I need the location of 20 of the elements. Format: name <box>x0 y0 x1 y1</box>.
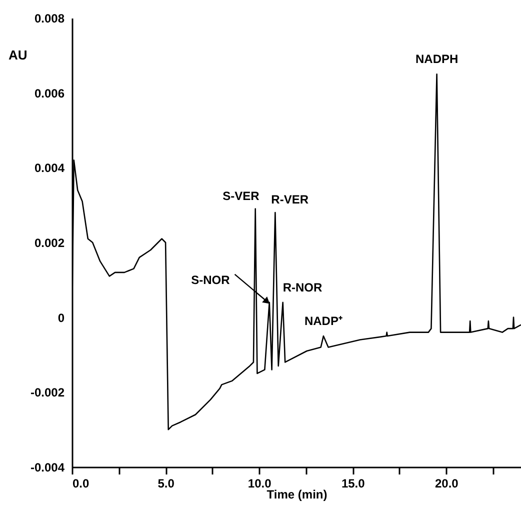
annotation: NADPH <box>415 52 458 66</box>
x-tick-label: 20.0 <box>434 476 459 490</box>
annotation: NADP⁺ <box>304 314 342 328</box>
x-tick-label: 10.0 <box>248 476 272 490</box>
annotation: R-NOR <box>282 280 323 294</box>
annotation: S-NOR <box>191 272 230 287</box>
y-tick-label: 0 <box>58 310 65 325</box>
x-tick-label: 5.0 <box>158 476 175 490</box>
x-tick-label: 0.0 <box>72 476 90 490</box>
y-tick-label: 0.002 <box>34 236 65 250</box>
y-tick-label: 0.008 <box>34 12 65 26</box>
annotation: R-VER <box>271 192 309 207</box>
y-tick-label: -0.002 <box>30 386 65 400</box>
x-axis-title: Time (min) <box>266 488 328 502</box>
y-tick-label: 0.004 <box>34 161 65 176</box>
y-tick-label: 0.006 <box>34 86 65 100</box>
y-tick-label: -0.004 <box>30 460 65 474</box>
x-tick-label: 15.0 <box>341 476 366 490</box>
annotation: S-VER <box>222 188 260 203</box>
y-axis-title: AU <box>8 48 28 62</box>
